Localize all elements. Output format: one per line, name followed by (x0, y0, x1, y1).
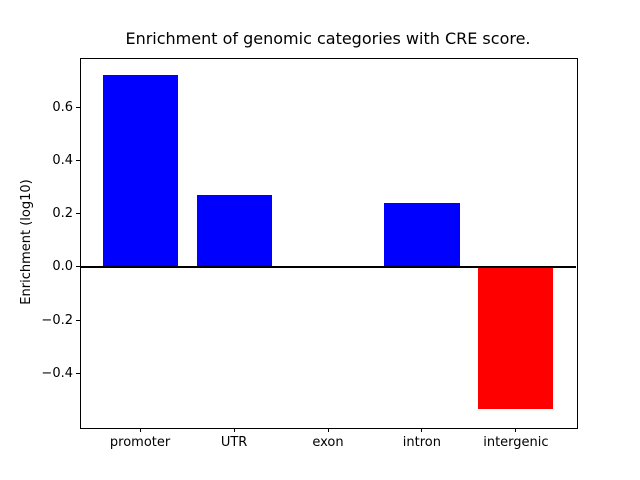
x-tick-label-intron: intron (402, 435, 441, 450)
y-tick-mark (76, 266, 80, 268)
x-tick-mark (515, 428, 517, 432)
x-tick-mark (327, 428, 329, 432)
chart-title: Enrichment of genomic categories with CR… (125, 29, 531, 48)
x-tick-mark (139, 428, 141, 432)
y-tick-mark (76, 159, 80, 161)
y-tick-mark (76, 319, 80, 321)
x-tick-mark (421, 428, 423, 432)
y-tick-label: 0.6 (52, 99, 73, 115)
y-tick-label: 0.2 (52, 206, 73, 221)
y-tick-mark (76, 213, 80, 214)
x-tick-label-promoter: promoter (109, 435, 171, 450)
bar-intron (384, 202, 460, 267)
zero-line (80, 265, 576, 268)
y-tick-label: −0.2 (41, 312, 73, 328)
x-tick-mark (233, 428, 235, 432)
x-tick-label-exon: exon (312, 435, 344, 450)
y-tick-mark (76, 106, 80, 108)
bar-promoter (102, 75, 178, 267)
y-tick-label: 0.4 (52, 152, 73, 168)
bar-intergenic (478, 266, 554, 410)
x-tick-label-intergenic: intergenic (483, 435, 549, 450)
y-tick-label: −0.4 (41, 365, 73, 381)
x-tick-label-UTR: UTR (220, 435, 248, 450)
y-tick-mark (76, 372, 80, 374)
bar-UTR (196, 194, 272, 267)
y-tick-label: 0.0 (52, 259, 73, 275)
